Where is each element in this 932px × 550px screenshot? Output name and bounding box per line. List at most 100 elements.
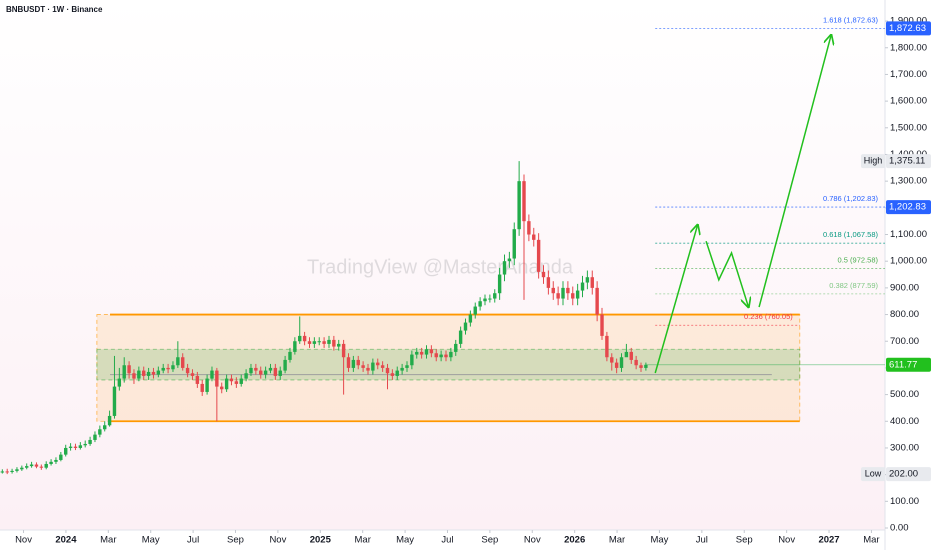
candle-body xyxy=(117,378,122,387)
price-label: 202.00 xyxy=(889,469,918,480)
y-tick-label: 1,100.00 xyxy=(890,229,927,240)
fib-label: 0.236 (760.05) xyxy=(744,312,793,321)
candle-body xyxy=(434,353,438,358)
candle-body xyxy=(371,362,375,371)
candle-body xyxy=(400,367,404,371)
price-axis-background xyxy=(885,0,932,550)
candle-body xyxy=(190,373,195,376)
candle-body xyxy=(522,181,526,222)
candle-body xyxy=(59,454,63,460)
candle-body xyxy=(64,447,68,455)
candle-body xyxy=(600,314,604,336)
y-tick-label: 1,700.00 xyxy=(890,69,927,80)
chart-title: BNBUSDT · 1W · Binance xyxy=(6,5,103,14)
candle-body xyxy=(385,367,390,374)
y-tick-label: 100.00 xyxy=(890,496,919,507)
candle-body xyxy=(512,229,516,259)
projection-arrow xyxy=(654,225,697,374)
price-label-box xyxy=(886,200,931,215)
projection xyxy=(654,35,831,374)
candle-body xyxy=(561,287,565,299)
candle-body xyxy=(468,314,473,323)
candle-body xyxy=(571,293,575,299)
candle-body xyxy=(541,271,546,278)
projection-arrow xyxy=(705,240,748,307)
candle-body xyxy=(166,367,170,370)
candle-body xyxy=(112,386,117,416)
fib-levels: 1.618 (1,872.63) 0.786 (1,202.83) 0.618 (1… xyxy=(655,15,885,326)
candle-body xyxy=(346,357,351,368)
candle-body xyxy=(39,466,44,468)
candle-body xyxy=(322,341,326,344)
candles xyxy=(0,161,885,475)
candle-body xyxy=(249,367,253,374)
candle-body xyxy=(527,221,531,235)
x-tick-label: Jul xyxy=(441,535,453,546)
candle-body xyxy=(5,471,9,473)
candle-body xyxy=(229,378,234,382)
price-label: 1,872.63 xyxy=(889,23,926,34)
candle-body xyxy=(25,466,29,468)
watermark: TradingView @MasterAnanda xyxy=(307,256,574,278)
candle-body xyxy=(205,378,209,392)
x-tick-label: 2027 xyxy=(818,535,839,546)
x-tick-label: 2024 xyxy=(55,535,77,546)
price-tag-box xyxy=(861,467,885,482)
y-tick-label: 1,800.00 xyxy=(890,42,927,53)
candle-body xyxy=(610,357,614,363)
candle-body xyxy=(44,463,48,468)
candle-body xyxy=(585,277,590,283)
y-tick-label: 1,600.00 xyxy=(890,96,927,107)
candle-body xyxy=(415,351,419,355)
candle-body xyxy=(298,335,302,342)
candle-body xyxy=(103,425,107,430)
y-tick-label: 1,000.00 xyxy=(890,256,927,267)
fib-label: 1.618 (1,872.63) xyxy=(823,15,879,24)
candle-body xyxy=(483,298,487,302)
candle-body xyxy=(176,357,180,366)
candle-body xyxy=(171,365,175,370)
candle-body xyxy=(507,258,512,262)
projection-arrow xyxy=(758,35,831,308)
price-label-box xyxy=(886,21,931,36)
candle-body xyxy=(200,383,204,392)
price-label-box xyxy=(886,467,931,482)
candle-body xyxy=(93,434,97,440)
fib-label: 0.382 (877.59) xyxy=(829,281,878,290)
candle-body xyxy=(107,415,112,426)
x-tick-label: Sep xyxy=(481,535,498,546)
candle-body xyxy=(268,367,273,371)
x-tick-label: 2025 xyxy=(310,535,332,546)
x-tick-label: Jul xyxy=(187,535,199,546)
y-tick-label: 1,900.00 xyxy=(890,16,927,27)
candle-body xyxy=(390,373,395,376)
candle-body xyxy=(566,287,570,294)
candle-body xyxy=(293,341,297,352)
y-tick-label: 0.00 xyxy=(890,523,909,534)
y-tick-label: 800.00 xyxy=(890,309,919,320)
x-tick-label: May xyxy=(142,535,160,546)
y-tick-label: 400.00 xyxy=(890,416,919,427)
candle-body xyxy=(34,464,39,467)
candle-body xyxy=(312,341,317,344)
candle-body xyxy=(546,277,551,288)
candle-body xyxy=(54,459,58,462)
candle-body xyxy=(351,359,356,368)
candle-body xyxy=(639,365,643,368)
candle-body xyxy=(156,370,161,375)
candle-body xyxy=(536,239,541,272)
candle-body xyxy=(288,351,292,360)
candle-body xyxy=(151,371,156,375)
y-tick-label: 1,500.00 xyxy=(890,122,927,133)
candle-body xyxy=(181,357,185,368)
x-tick-label: Mar xyxy=(100,535,116,546)
candle-body xyxy=(551,287,555,294)
candle-body xyxy=(644,364,648,368)
candle-body xyxy=(629,351,633,360)
fib-label: 0.786 (1,202.83) xyxy=(823,194,879,203)
fib-label: 0.5 (972.58) xyxy=(838,255,879,264)
y-tick-label: 700.00 xyxy=(890,336,919,347)
candle-body xyxy=(137,370,141,379)
y-tick-label: 900.00 xyxy=(890,282,919,293)
